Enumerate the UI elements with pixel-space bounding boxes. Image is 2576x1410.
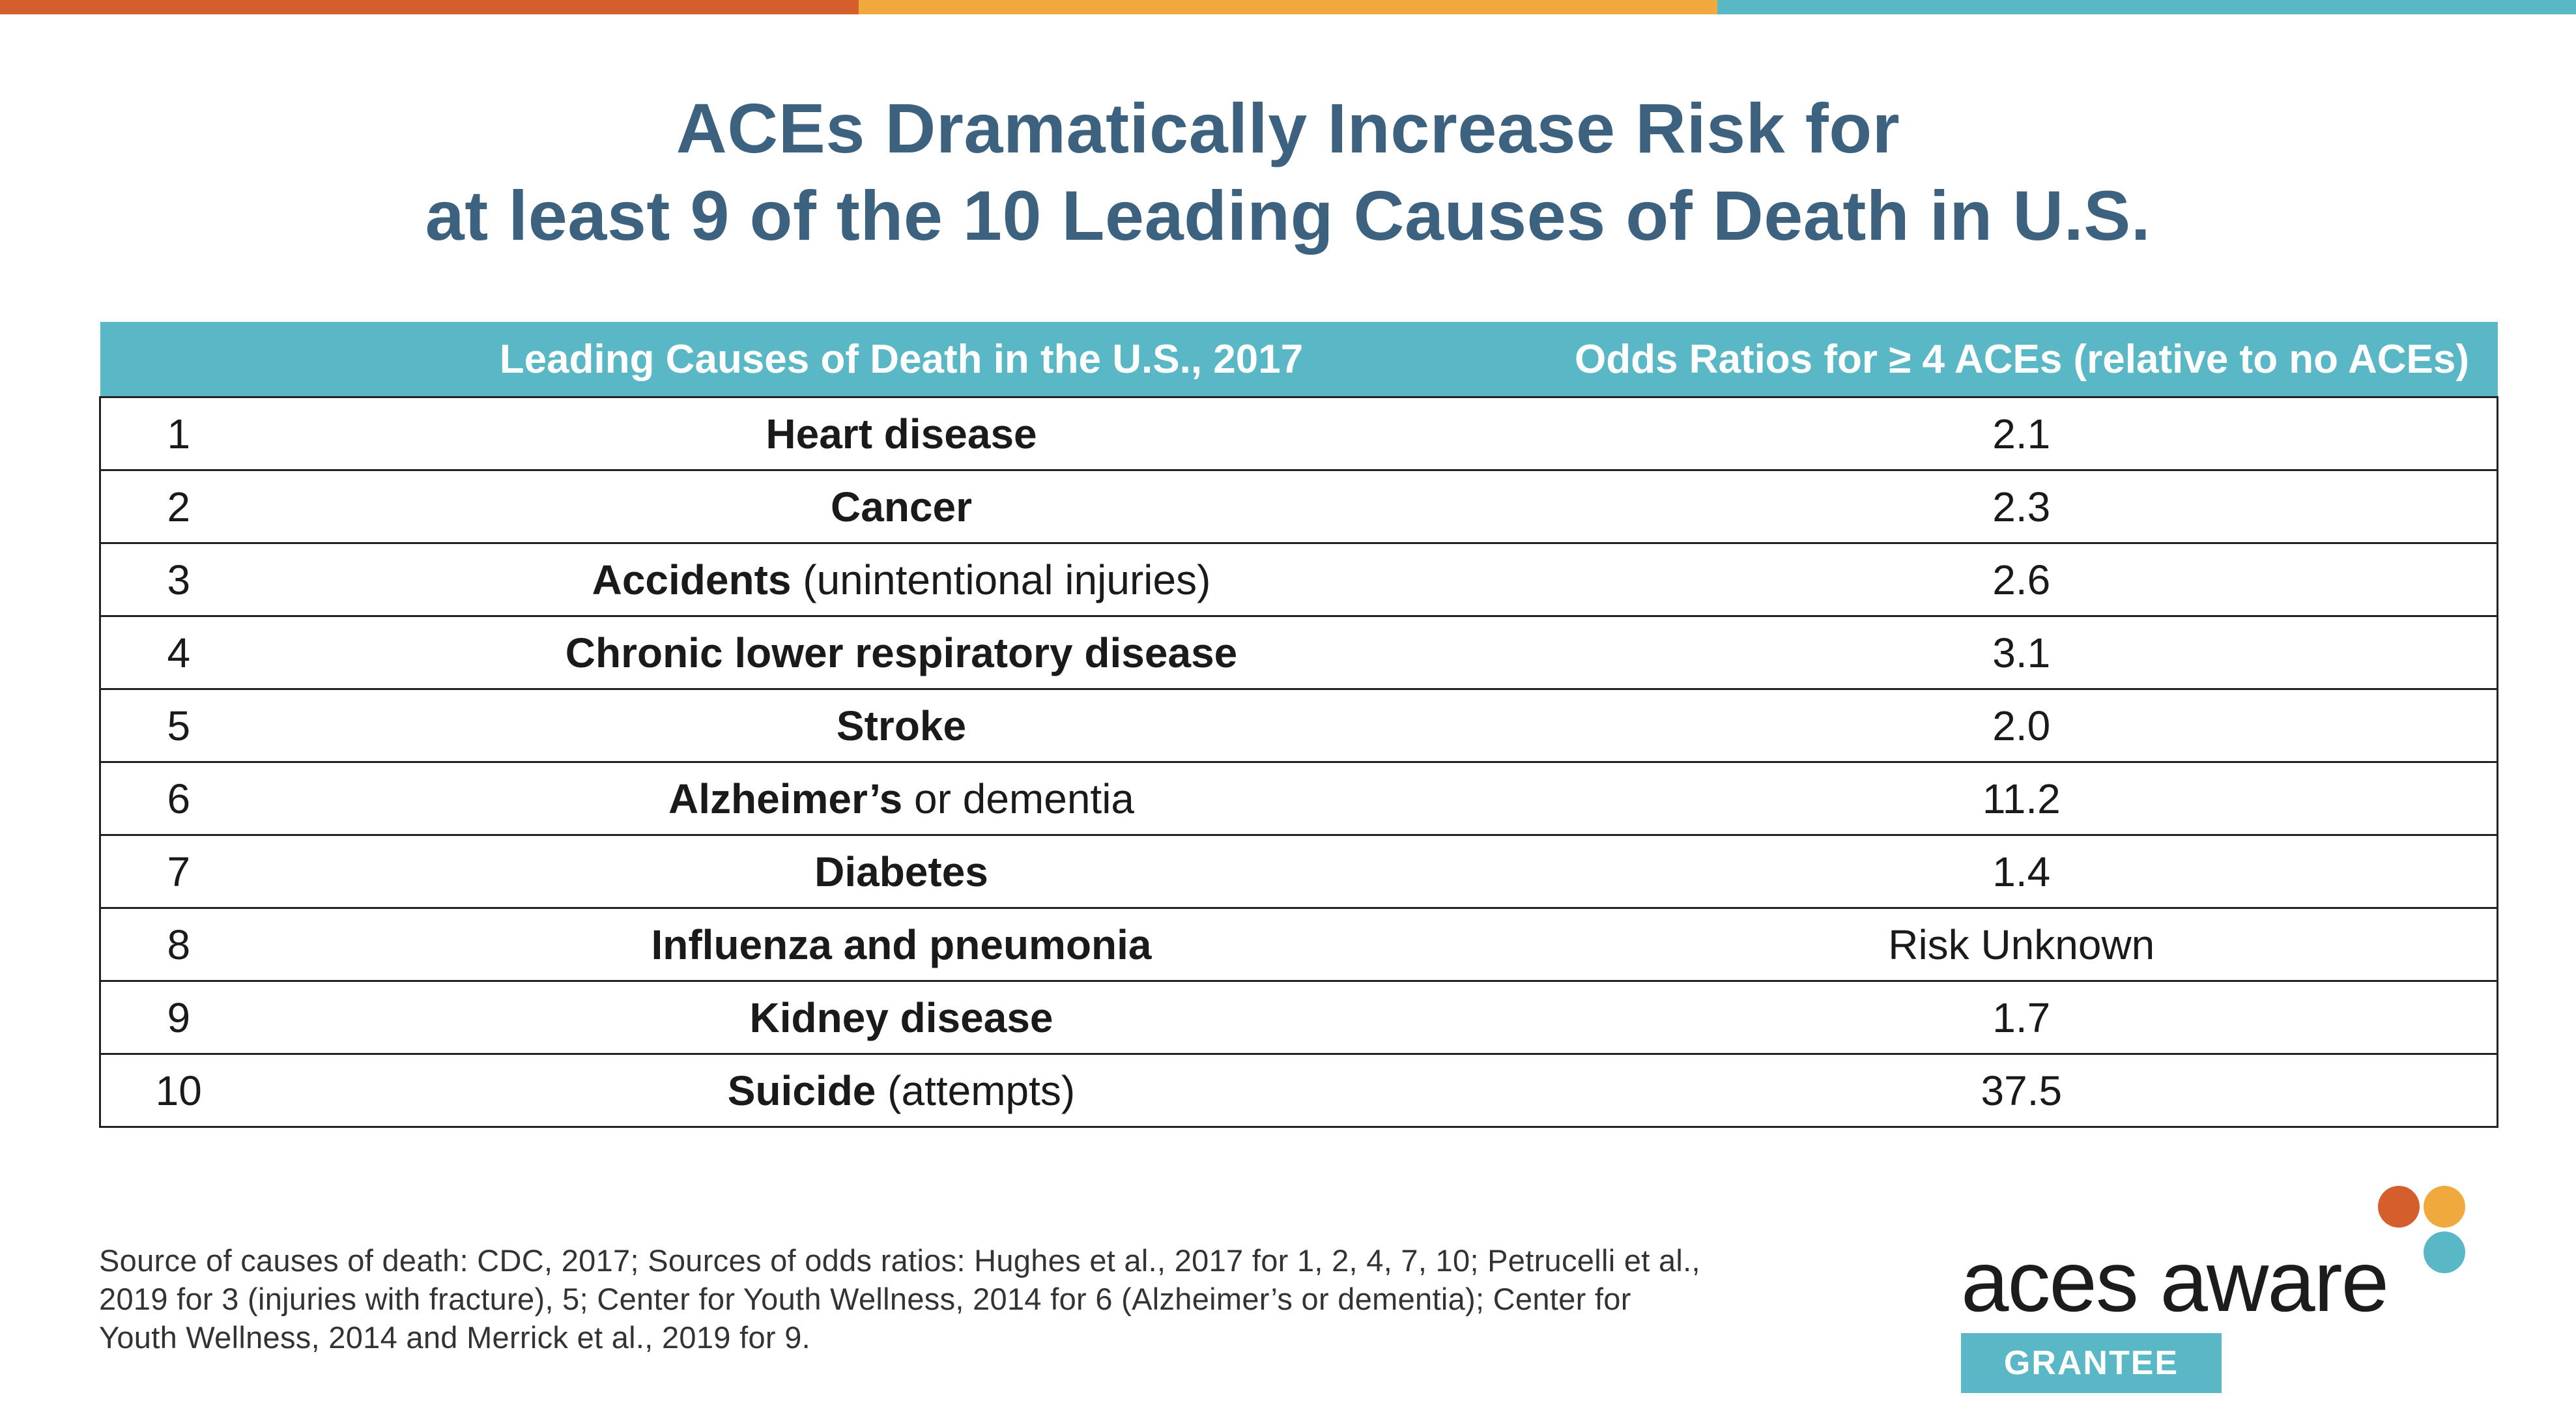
header-rank [100,322,257,397]
source-line-1: Source of causes of death: CDC, 2017; So… [99,1243,1700,1278]
color-bar-teal [1717,0,2576,14]
cause-cell: Stroke [256,688,1547,763]
cause-qualifier: or dementia [902,775,1134,822]
table-row: 10 Suicide (attempts) 37.5 [99,1053,2498,1128]
cause-cell: Cancer [256,469,1547,544]
slide-title: ACEs Dramatically Increase Risk for at l… [0,85,2576,259]
logo-dot-teal-icon [2424,1231,2465,1273]
cause-name: Influenza and pneumonia [651,921,1152,968]
title-line-1: ACEs Dramatically Increase Risk for [676,89,1900,167]
rank-cell: 3 [99,542,257,617]
cause-qualifier: (attempts) [876,1067,1076,1114]
source-line-2: 2019 for 3 (injuries with fracture), 5; … [99,1282,1631,1316]
rank-cell: 8 [99,907,257,982]
rank-cell: 9 [99,980,257,1055]
cause-cell: Chronic lower respiratory disease [256,615,1547,690]
odds-ratio-cell: 1.7 [1546,980,2498,1055]
odds-ratio-cell: 2.3 [1546,469,2498,544]
aces-aware-logo: aces aware GRANTEE [1941,1186,2515,1401]
title-line-2: at least 9 of the 10 Leading Causes of D… [425,176,2151,255]
logo-dot-orange-icon [2378,1186,2420,1228]
rank-cell: 2 [99,469,257,544]
causes-of-death-table: Leading Causes of Death in the U.S., 201… [99,322,2498,1128]
rank-cell: 5 [99,688,257,763]
rank-cell: 1 [99,396,257,471]
header-odds: Odds Ratios for ≥ 4 ACEs (relative to no… [1546,322,2498,397]
table-row: 5 Stroke 2.0 [99,688,2498,763]
cause-cell: Kidney disease [256,980,1547,1055]
table-row: 3 Accidents (unintentional injuries) 2.6 [99,542,2498,617]
rank-cell: 10 [99,1053,257,1128]
cause-name: Chronic lower respiratory disease [565,629,1238,676]
grantee-badge: GRANTEE [1961,1333,2222,1393]
header-cause: Leading Causes of Death in the U.S., 201… [256,322,1547,397]
odds-ratio-cell: 37.5 [1546,1053,2498,1128]
cause-cell: Influenza and pneumonia [256,907,1547,982]
source-footnote: Source of causes of death: CDC, 2017; So… [99,1241,1923,1357]
rank-cell: 4 [99,615,257,690]
cause-name: Accidents [592,556,792,603]
table-row: 9 Kidney disease 1.7 [99,980,2498,1055]
table-row: 7 Diabetes 1.4 [99,834,2498,909]
odds-ratio-cell: 1.4 [1546,834,2498,909]
cause-cell: Diabetes [256,834,1547,909]
cause-cell: Suicide (attempts) [256,1053,1547,1128]
rank-cell: 7 [99,834,257,909]
logo-dot-yellow-icon [2424,1186,2465,1228]
table-header-row: Leading Causes of Death in the U.S., 201… [100,322,2498,397]
table-row: 4 Chronic lower respiratory disease 3.1 [99,615,2498,690]
cause-name: Cancer [831,483,972,530]
color-bar-orange [0,0,859,14]
cause-name: Heart disease [766,410,1037,457]
cause-name: Alzheimer’s [668,775,903,822]
color-bar-yellow [859,0,1717,14]
odds-ratio-cell: 2.0 [1546,688,2498,763]
table-row: 8 Influenza and pneumonia Risk Unknown [99,907,2498,982]
rank-cell: 6 [99,761,257,836]
table-row: 6 Alzheimer’s or dementia 11.2 [99,761,2498,836]
cause-name: Kidney disease [749,994,1053,1041]
table-row: 2 Cancer 2.3 [99,469,2498,544]
odds-ratio-cell: 2.1 [1546,396,2498,471]
cause-cell: Alzheimer’s or dementia [256,761,1547,836]
cause-qualifier: (unintentional injuries) [791,556,1211,603]
odds-ratio-cell: 3.1 [1546,615,2498,690]
cause-name: Suicide [727,1067,876,1114]
odds-ratio-cell: Risk Unknown [1546,907,2498,982]
cause-name: Diabetes [814,848,988,895]
cause-name: Stroke [836,702,967,749]
odds-ratio-cell: 2.6 [1546,542,2498,617]
table-row: 1 Heart disease 2.1 [99,396,2498,471]
source-line-3: Youth Wellness, 2014 and Merrick et al.,… [99,1320,811,1355]
cause-cell: Accidents (unintentional injuries) [256,542,1547,617]
top-color-bar [0,0,2576,14]
odds-ratio-cell: 11.2 [1546,761,2498,836]
cause-cell: Heart disease [256,396,1547,471]
logo-wordmark: aces aware [1961,1233,2389,1329]
